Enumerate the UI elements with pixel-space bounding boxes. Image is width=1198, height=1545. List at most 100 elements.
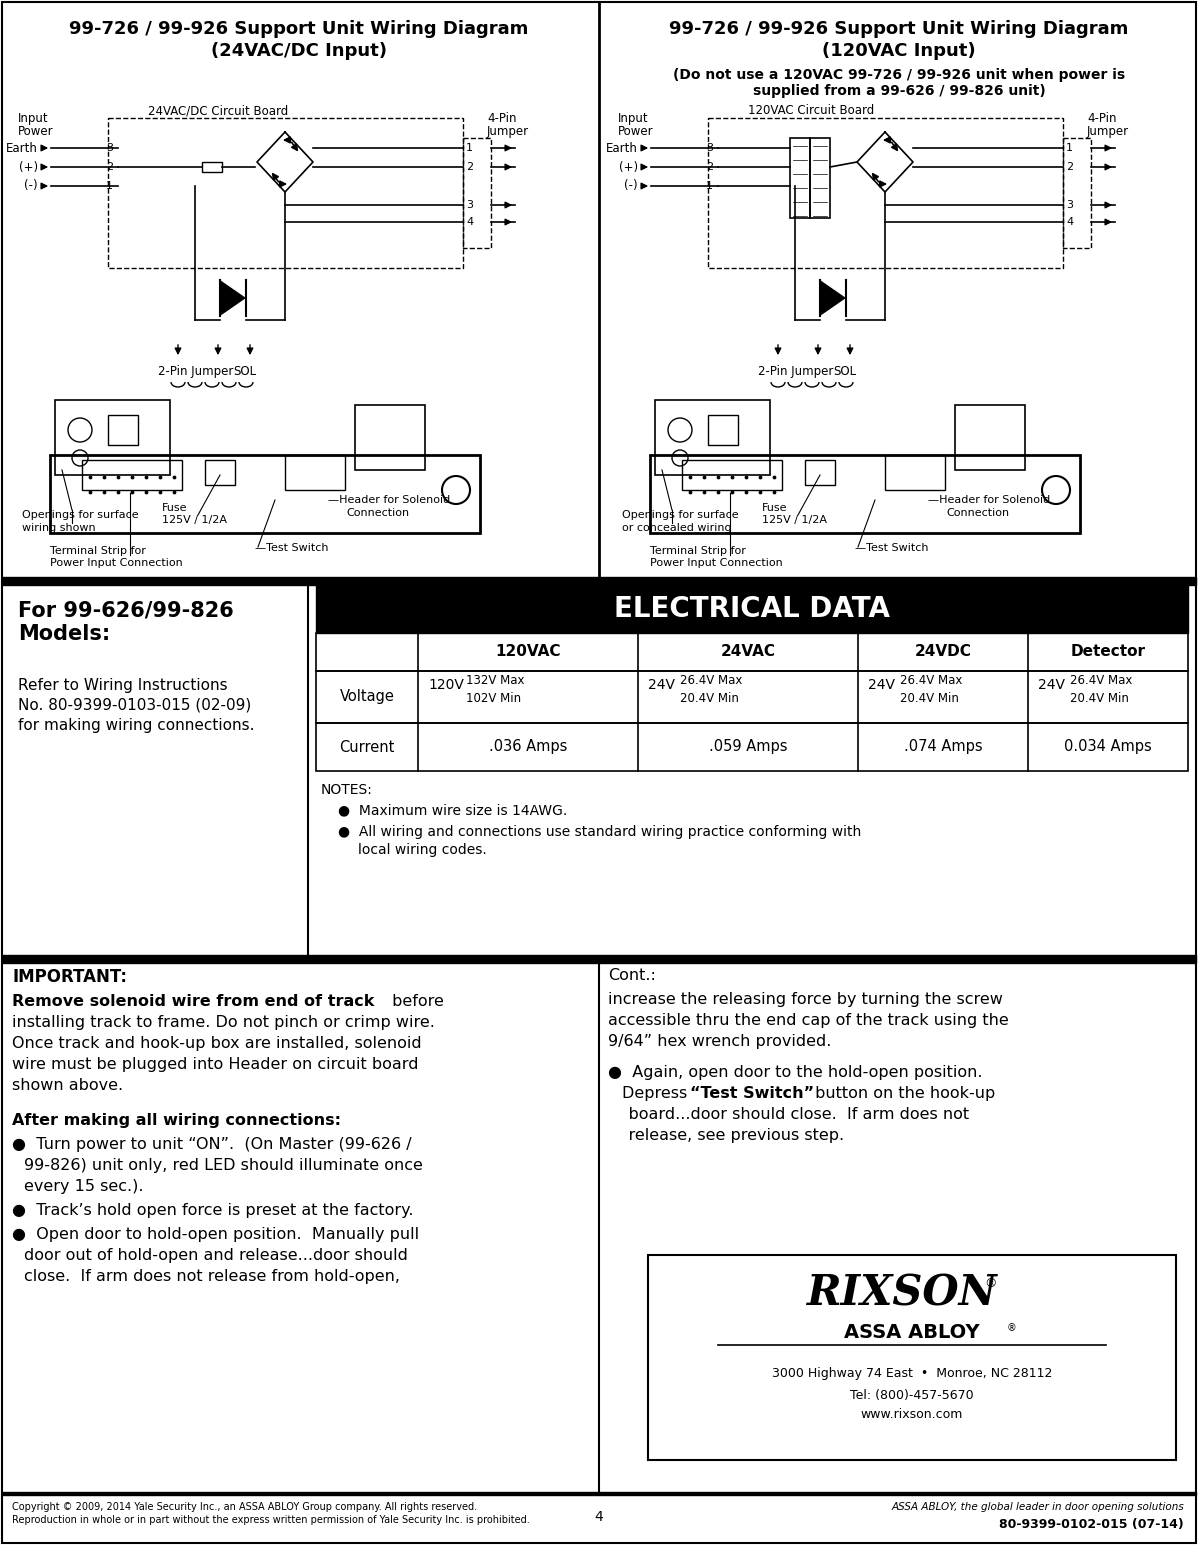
Text: 132V Max: 132V Max — [466, 674, 525, 686]
Text: Power Input Connection: Power Input Connection — [651, 558, 782, 569]
Text: every 15 sec.).: every 15 sec.). — [24, 1179, 144, 1194]
Text: 3000 Highway 74 East  •  Monroe, NC 28112: 3000 Highway 74 East • Monroe, NC 28112 — [772, 1366, 1052, 1380]
Text: No. 80-9399-0103-015 (02-09): No. 80-9399-0103-015 (02-09) — [18, 698, 252, 712]
Text: Power: Power — [18, 125, 54, 138]
Bar — [2, 576, 1196, 586]
Text: Connection: Connection — [346, 508, 410, 518]
Text: 24VAC/DC Circuit Board: 24VAC/DC Circuit Board — [149, 104, 289, 117]
Text: ®: ® — [984, 1278, 997, 1290]
Text: Earth: Earth — [606, 142, 639, 154]
Text: 99-726 / 99-926 Support Unit Wiring Diagram: 99-726 / 99-926 Support Unit Wiring Diag… — [69, 20, 528, 39]
Text: board...door should close.  If arm does not: board...door should close. If arm does n… — [609, 1108, 969, 1122]
Text: 3: 3 — [105, 144, 113, 153]
Text: Power Input Connection: Power Input Connection — [50, 558, 183, 569]
Text: For 99-626/99-826: For 99-626/99-826 — [18, 599, 234, 620]
Bar — [355, 405, 425, 470]
Text: Copyright © 2009, 2014 Yale Security Inc., an ASSA ABLOY Group company. All righ: Copyright © 2009, 2014 Yale Security Inc… — [12, 1502, 477, 1513]
Bar — [1063, 138, 1091, 249]
Text: ●  Open door to hold-open position.  Manually pull: ● Open door to hold-open position. Manua… — [12, 1227, 419, 1242]
Text: 99-826) unit only, red LED should illuminate once: 99-826) unit only, red LED should illumi… — [24, 1159, 423, 1173]
Text: 80-9399-0102-015 (07-14): 80-9399-0102-015 (07-14) — [999, 1519, 1184, 1531]
Bar — [205, 460, 235, 485]
Text: Fuse: Fuse — [162, 504, 188, 513]
Text: accessible thru the end cap of the track using the: accessible thru the end cap of the track… — [609, 1014, 1009, 1027]
Text: 9/64” hex wrench provided.: 9/64” hex wrench provided. — [609, 1034, 831, 1049]
Text: (+): (+) — [19, 161, 38, 173]
Bar — [810, 138, 830, 218]
Text: wire must be plugged into Header on circuit board: wire must be plugged into Header on circ… — [12, 1057, 418, 1072]
Text: 4: 4 — [1066, 216, 1073, 227]
Text: —Header for Solenoid: —Header for Solenoid — [328, 494, 450, 505]
Text: 26.4V Max: 26.4V Max — [1070, 674, 1132, 686]
Text: 3: 3 — [706, 144, 713, 153]
Bar — [789, 138, 810, 218]
Text: (+): (+) — [619, 161, 639, 173]
Text: Connection: Connection — [946, 508, 1009, 518]
Text: 20.4V Min: 20.4V Min — [900, 692, 958, 706]
Text: 125V / 1/2A: 125V / 1/2A — [162, 514, 226, 525]
Text: RIXSON: RIXSON — [806, 1272, 997, 1313]
Text: Input: Input — [618, 111, 648, 125]
Text: 4-Pin: 4-Pin — [488, 111, 516, 125]
Text: Cont.:: Cont.: — [609, 969, 655, 983]
Text: “Test Switch”: “Test Switch” — [690, 1086, 815, 1102]
Bar — [651, 454, 1081, 533]
Text: SOL: SOL — [834, 365, 857, 379]
Text: 20.4V Min: 20.4V Min — [1070, 692, 1129, 706]
Text: or concealed wiring: or concealed wiring — [622, 524, 732, 533]
Text: Openings for surface: Openings for surface — [22, 510, 139, 521]
Text: After making all wiring connections:: After making all wiring connections: — [12, 1112, 341, 1128]
Bar — [316, 671, 1188, 723]
Text: 2: 2 — [105, 162, 113, 171]
Text: 1: 1 — [706, 181, 713, 192]
Bar — [955, 405, 1025, 470]
Text: release, see previous step.: release, see previous step. — [609, 1128, 845, 1143]
Text: —Header for Solenoid: —Header for Solenoid — [928, 494, 1051, 505]
Text: before: before — [387, 993, 444, 1009]
Text: button on the hook-up: button on the hook-up — [810, 1086, 996, 1102]
Bar — [316, 723, 1188, 771]
Text: 24VAC: 24VAC — [720, 644, 775, 660]
Text: 3: 3 — [1066, 199, 1073, 210]
Text: 4: 4 — [466, 216, 473, 227]
Bar — [316, 633, 1188, 671]
Text: 3: 3 — [466, 199, 473, 210]
Text: 120V: 120V — [428, 678, 464, 692]
Text: door out of hold-open and release...door should: door out of hold-open and release...door… — [24, 1248, 407, 1262]
Text: local wiring codes.: local wiring codes. — [358, 844, 486, 857]
Text: 26.4V Max: 26.4V Max — [680, 674, 743, 686]
Text: Terminal Strip for: Terminal Strip for — [50, 545, 146, 556]
Text: Voltage: Voltage — [339, 689, 394, 705]
Text: 24V: 24V — [1037, 678, 1065, 692]
Text: 1: 1 — [1066, 144, 1073, 153]
Text: Terminal Strip for: Terminal Strip for — [651, 545, 746, 556]
Text: .059 Amps: .059 Amps — [709, 740, 787, 754]
Text: ●  Maximum wire size is 14AWG.: ● Maximum wire size is 14AWG. — [338, 803, 567, 817]
Bar — [316, 586, 1188, 633]
Text: .036 Amps: .036 Amps — [489, 740, 567, 754]
Bar — [108, 416, 138, 445]
Bar — [805, 460, 835, 485]
Text: Jumper: Jumper — [488, 125, 530, 138]
Polygon shape — [819, 280, 846, 317]
Text: 20.4V Min: 20.4V Min — [680, 692, 739, 706]
Text: (Do not use a 120VAC 99-726 / 99-926 unit when power is: (Do not use a 120VAC 99-726 / 99-926 uni… — [673, 68, 1125, 82]
Text: SOL: SOL — [234, 365, 256, 379]
Text: Once track and hook-up box are installed, solenoid: Once track and hook-up box are installed… — [12, 1037, 422, 1051]
Text: ASSA ABLOY: ASSA ABLOY — [845, 1324, 980, 1343]
Text: 120VAC: 120VAC — [495, 644, 561, 660]
Text: 0.034 Amps: 0.034 Amps — [1064, 740, 1151, 754]
Text: 99-726 / 99-926 Support Unit Wiring Diagram: 99-726 / 99-926 Support Unit Wiring Diag… — [670, 20, 1129, 39]
Text: 2: 2 — [706, 162, 713, 171]
Text: —Test Switch: —Test Switch — [855, 542, 928, 553]
Text: 120VAC Circuit Board: 120VAC Circuit Board — [748, 104, 875, 117]
Text: .074 Amps: .074 Amps — [903, 740, 982, 754]
Bar — [81, 460, 182, 490]
Text: Earth: Earth — [6, 142, 38, 154]
Text: Input: Input — [18, 111, 49, 125]
Text: for making wiring connections.: for making wiring connections. — [18, 718, 254, 732]
Bar — [285, 454, 345, 490]
Text: installing track to frame. Do not pinch or crimp wire.: installing track to frame. Do not pinch … — [12, 1015, 435, 1031]
Bar — [55, 400, 170, 474]
Text: (24VAC/DC Input): (24VAC/DC Input) — [211, 42, 387, 60]
